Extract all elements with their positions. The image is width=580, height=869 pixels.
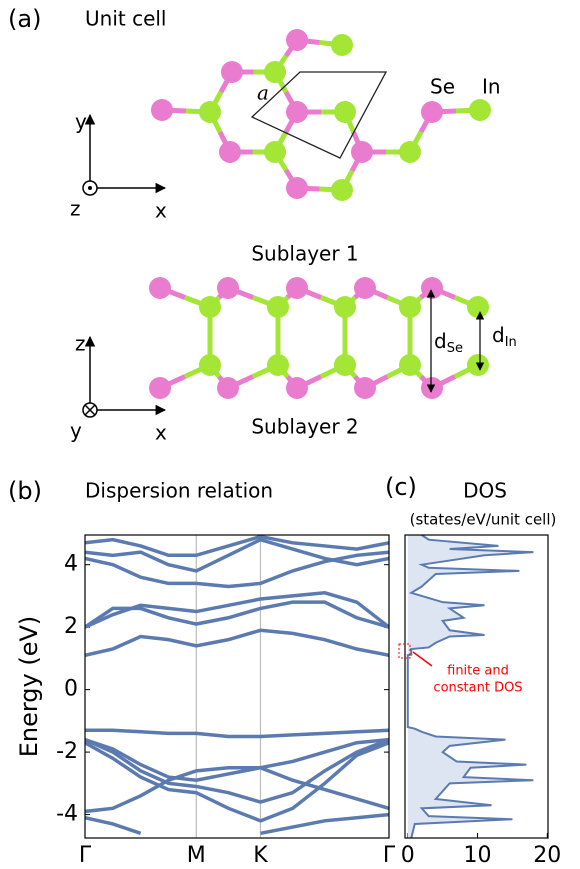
band <box>85 815 389 834</box>
figure: (a) Unit cell Se In a y x z Sublayer 1 S… <box>0 0 580 869</box>
axis-name: z <box>70 197 81 221</box>
atom-in <box>421 277 443 299</box>
atom-se <box>467 354 489 376</box>
atom-in <box>217 377 239 399</box>
band <box>85 743 389 821</box>
axis-out <box>88 186 92 190</box>
chart-subtitle: (states/eV/unit cell) <box>410 511 557 529</box>
x-tick-label: 0 <box>401 843 415 868</box>
atom-se <box>334 296 356 318</box>
atom-se <box>331 179 353 201</box>
y-tick-label: -4 <box>56 802 78 827</box>
atom-in <box>151 99 173 121</box>
dim-label: dSe <box>434 329 463 356</box>
atom-in <box>421 101 443 123</box>
band <box>85 602 389 627</box>
dim-sub: In <box>505 335 517 350</box>
atom-in <box>286 101 308 123</box>
x-tick-label: 20 <box>533 843 561 868</box>
atom-se <box>399 141 421 163</box>
dim-label: dIn <box>492 323 517 350</box>
atom-se <box>199 296 221 318</box>
atom-in <box>351 141 373 163</box>
dim-main: d <box>434 329 447 353</box>
atom-in <box>286 29 308 51</box>
annotation-arrow <box>413 652 432 666</box>
atom-in <box>421 377 443 399</box>
band <box>85 730 389 736</box>
band <box>85 552 389 586</box>
x-tick-label: Γ <box>383 843 396 868</box>
axis-name: z <box>75 332 86 356</box>
atom-se <box>267 354 289 376</box>
panel-title: Unit cell <box>85 7 166 31</box>
atom-se <box>399 296 421 318</box>
dim-main: d <box>492 323 505 347</box>
panel-label: (b) <box>8 477 42 505</box>
atom-se <box>267 296 289 318</box>
band <box>85 630 389 655</box>
atom-label: In <box>482 75 501 99</box>
atom-se <box>469 99 491 121</box>
atom-in <box>354 277 376 299</box>
atom-se <box>264 141 286 163</box>
atom-se <box>334 354 356 376</box>
y-tick-label: 2 <box>64 614 78 639</box>
atom-in <box>286 377 308 399</box>
atom-se <box>399 354 421 376</box>
atom-se <box>331 34 353 56</box>
y-tick-label: 0 <box>64 677 78 702</box>
atom-se <box>199 354 221 376</box>
atom-in <box>354 377 376 399</box>
dim-sub: Se <box>447 341 463 356</box>
atom-se <box>467 296 489 318</box>
annotation: finite and <box>447 664 509 679</box>
panel-label: (c) <box>385 473 417 501</box>
axis-name: x <box>155 199 167 223</box>
atom-in <box>286 177 308 199</box>
atom-in <box>221 61 243 83</box>
lattice-label: a <box>257 81 269 105</box>
atom-in <box>219 141 241 163</box>
sublayer-label: Sublayer 1 <box>251 242 358 266</box>
axis-name: x <box>155 421 167 445</box>
annotation: constant DOS <box>433 681 522 696</box>
sublayer-label: Sublayer 2 <box>251 415 358 439</box>
x-tick-label: K <box>253 843 268 868</box>
chart-title: DOS <box>463 479 507 503</box>
band <box>85 768 389 812</box>
y-axis-title: Energy (eV) <box>15 616 43 758</box>
x-tick-label: 10 <box>464 843 492 868</box>
y-tick-label: -2 <box>56 739 78 764</box>
panel-label: (a) <box>8 5 41 33</box>
atom-se <box>199 101 221 123</box>
atom-in <box>149 277 171 299</box>
atom-in <box>149 377 171 399</box>
x-tick-label: M <box>187 843 206 868</box>
chart-title: Dispersion relation <box>85 479 273 503</box>
y-tick-label: 4 <box>64 552 78 577</box>
plot-frame <box>85 535 389 838</box>
atom-label: Se <box>430 75 455 99</box>
axis-name: y <box>70 419 82 443</box>
axis-name: y <box>75 110 87 134</box>
atom-in <box>217 277 239 299</box>
x-tick-label: Γ <box>79 843 92 868</box>
atom-in <box>286 277 308 299</box>
atom-se <box>334 101 356 123</box>
plot-area <box>85 537 389 834</box>
